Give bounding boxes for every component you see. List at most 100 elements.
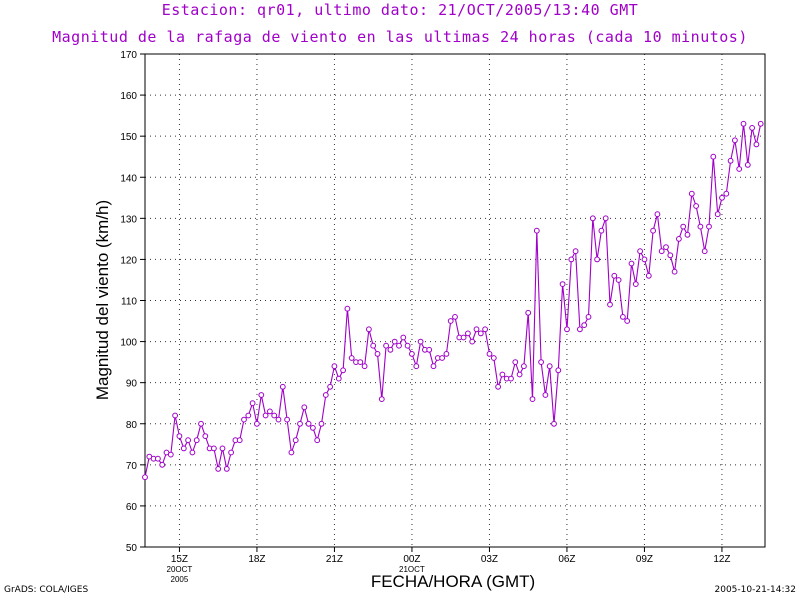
data-point xyxy=(753,141,760,148)
data-point xyxy=(344,305,351,312)
data-point xyxy=(417,338,424,345)
data-point xyxy=(396,342,402,349)
data-point xyxy=(271,412,278,419)
data-point xyxy=(568,256,575,263)
y-tick-label: 100 xyxy=(120,338,137,349)
data-point xyxy=(607,301,613,308)
data-point xyxy=(335,375,342,382)
data-point xyxy=(671,268,678,275)
data-point xyxy=(180,445,187,452)
data-point xyxy=(663,244,669,251)
chart-subtitle: Magnitud de la rafaga de viento en las u… xyxy=(52,28,748,46)
data-point xyxy=(641,256,648,263)
data-point xyxy=(477,330,484,337)
data-point xyxy=(469,338,476,345)
y-tick-label: 160 xyxy=(120,91,137,102)
data-point xyxy=(577,326,583,333)
data-point xyxy=(284,416,291,423)
y-tick-label: 110 xyxy=(121,297,137,308)
data-point xyxy=(546,363,553,370)
y-tick-label: 80 xyxy=(126,420,138,431)
data-point xyxy=(236,437,243,444)
data-point xyxy=(249,400,256,407)
data-point xyxy=(465,330,471,337)
data-point xyxy=(650,227,656,234)
data-point xyxy=(490,355,497,361)
data-point xyxy=(155,455,161,462)
x-tick-label: 15Z xyxy=(171,554,188,565)
data-point xyxy=(439,355,446,361)
x-tick-label: 21Z xyxy=(326,554,343,565)
data-point xyxy=(378,396,385,403)
data-point xyxy=(602,215,609,222)
chart-title: Estacion: qr01, ultimo dato: 21/OCT/2005… xyxy=(161,1,639,19)
x-tick-label: 2005 xyxy=(171,575,189,584)
data-point xyxy=(430,363,437,370)
data-point xyxy=(370,342,377,349)
data-point xyxy=(473,326,480,333)
data-point xyxy=(628,260,635,267)
data-point xyxy=(723,190,730,197)
data-point xyxy=(525,309,532,316)
data-point xyxy=(331,363,338,370)
data-point xyxy=(744,162,751,168)
data-point xyxy=(684,231,691,238)
data-point xyxy=(172,412,179,419)
x-tick-label: 12Z xyxy=(713,554,730,565)
data-point xyxy=(404,342,411,349)
data-point xyxy=(676,236,682,242)
data-point xyxy=(585,314,592,320)
y-tick-label: 150 xyxy=(120,132,137,143)
data-point xyxy=(710,153,717,160)
data-point xyxy=(211,445,217,452)
data-point xyxy=(495,383,502,390)
data-point xyxy=(529,396,536,403)
data-point xyxy=(357,359,364,366)
data-point xyxy=(241,416,247,423)
data-point xyxy=(176,433,183,440)
series-line xyxy=(144,123,762,478)
data-point xyxy=(297,420,303,427)
data-point xyxy=(654,211,661,218)
data-point xyxy=(688,190,695,197)
data-point xyxy=(482,326,489,333)
data-point xyxy=(706,223,712,230)
data-point xyxy=(693,203,699,209)
data-point xyxy=(223,466,230,472)
data-point xyxy=(340,367,347,374)
y-tick-label: 60 xyxy=(126,502,138,513)
x-tick-label: 21OCT xyxy=(399,565,425,574)
data-point xyxy=(426,346,433,353)
data-point xyxy=(658,248,665,255)
data-point xyxy=(189,449,196,456)
data-point xyxy=(361,363,368,370)
data-point xyxy=(185,437,192,444)
data-point xyxy=(667,252,674,259)
data-point xyxy=(499,371,506,378)
data-point xyxy=(275,416,282,423)
data-point xyxy=(167,451,174,458)
data-point xyxy=(551,420,557,427)
x-tick-label: 06Z xyxy=(558,554,575,565)
data-point xyxy=(486,351,493,357)
data-point xyxy=(279,383,286,390)
data-point xyxy=(508,375,514,382)
data-point xyxy=(383,342,390,349)
data-point xyxy=(714,211,721,218)
y-tick-label: 170 xyxy=(120,50,137,61)
data-point xyxy=(366,326,372,333)
data-point xyxy=(727,157,734,164)
data-point xyxy=(258,392,265,398)
data-point xyxy=(581,322,588,329)
data-point xyxy=(598,227,605,234)
data-point xyxy=(564,326,570,333)
y-tick-label: 120 xyxy=(120,255,137,266)
data-point xyxy=(701,248,708,255)
data-point xyxy=(533,227,540,234)
data-point xyxy=(198,420,204,427)
data-point xyxy=(142,474,148,481)
data-point xyxy=(267,408,273,415)
data-point xyxy=(327,383,334,390)
data-point xyxy=(452,314,458,320)
data-point xyxy=(538,359,544,366)
